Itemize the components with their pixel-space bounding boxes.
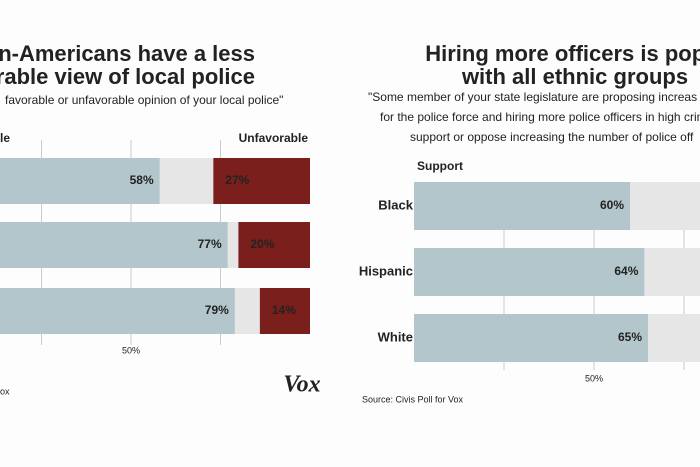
bar xyxy=(414,248,645,296)
bar xyxy=(0,288,235,334)
chart-title: orable view of local police xyxy=(0,64,255,89)
bar xyxy=(213,158,310,204)
chart-title: Hiring more officers is popul xyxy=(425,41,700,66)
value-label: 27% xyxy=(225,173,249,187)
source: ox xyxy=(0,386,10,396)
x-tick-label: 50% xyxy=(585,373,603,383)
category-label: Black xyxy=(378,197,413,212)
bar xyxy=(414,314,648,362)
bar xyxy=(259,288,310,334)
chart-subtitle: "Some member of your state legislature a… xyxy=(368,90,697,104)
chart-subtitle: favorable or unfavorable opinion of your… xyxy=(5,93,283,107)
chart-title: with all ethnic groups xyxy=(461,64,688,89)
value-label: 14% xyxy=(272,303,296,317)
bar xyxy=(414,182,630,230)
value-label: 65% xyxy=(618,330,642,344)
category-label: White xyxy=(378,329,413,344)
chart-subtitle: for the police force and hiring more pol… xyxy=(380,110,700,124)
value-label: 60% xyxy=(600,198,624,212)
bar xyxy=(0,222,228,268)
value-label: 58% xyxy=(130,173,154,187)
legend-label: le xyxy=(0,131,10,145)
bar xyxy=(0,158,160,204)
chart-title: can-Americans have a less xyxy=(0,41,255,66)
category-label: Hispanic xyxy=(359,263,413,278)
bar xyxy=(238,222,310,268)
legend-label: Unfavorable xyxy=(239,131,309,145)
value-label: 79% xyxy=(205,303,229,317)
chart-subtitle: support or oppose increasing the number … xyxy=(410,130,694,144)
source: Source: Civis Poll for Vox xyxy=(362,394,464,404)
legend-label: Support xyxy=(417,159,463,173)
x-tick-label: 50% xyxy=(122,345,140,355)
value-label: 77% xyxy=(198,237,222,251)
value-label: 64% xyxy=(614,264,638,278)
logo: Vox xyxy=(283,372,320,398)
value-label: 20% xyxy=(250,237,274,251)
